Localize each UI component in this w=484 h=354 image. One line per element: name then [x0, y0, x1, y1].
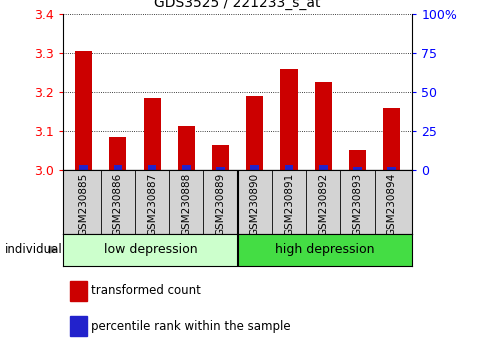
Text: individual: individual	[5, 243, 62, 256]
Bar	[382, 108, 399, 170]
Text: GSM230887: GSM230887	[147, 173, 157, 236]
Bar	[280, 69, 297, 170]
Bar	[212, 145, 228, 170]
Text: GSM230892: GSM230892	[318, 173, 328, 236]
Text: low depression: low depression	[103, 243, 197, 256]
Bar	[318, 165, 327, 170]
Bar	[216, 167, 225, 170]
Bar	[143, 98, 160, 170]
Bar	[63, 234, 237, 266]
Bar	[237, 234, 411, 266]
Text: percentile rank within the sample: percentile rank within the sample	[91, 320, 290, 333]
Bar	[387, 167, 395, 170]
Text: GSM230886: GSM230886	[113, 173, 122, 236]
Bar	[284, 165, 293, 170]
Bar	[70, 281, 87, 301]
Bar	[113, 165, 122, 170]
Bar	[182, 165, 190, 170]
Bar	[70, 316, 87, 336]
Text: GSM230885: GSM230885	[78, 173, 89, 236]
Text: GSM230893: GSM230893	[352, 173, 362, 236]
Text: GSM230894: GSM230894	[386, 173, 396, 236]
Bar	[246, 96, 263, 170]
Text: high depression: high depression	[274, 243, 374, 256]
Bar	[79, 165, 88, 170]
Text: transformed count: transformed count	[91, 285, 200, 297]
Bar	[314, 82, 331, 170]
Bar	[352, 167, 361, 170]
Text: GSM230890: GSM230890	[249, 173, 259, 236]
Title: GDS3525 / 221233_s_at: GDS3525 / 221233_s_at	[154, 0, 320, 10]
Text: GSM230889: GSM230889	[215, 173, 225, 236]
Bar	[177, 126, 195, 170]
Bar	[148, 165, 156, 170]
Bar	[250, 165, 258, 170]
Text: GSM230891: GSM230891	[284, 173, 293, 236]
Bar	[109, 137, 126, 170]
Bar	[348, 150, 365, 170]
Bar	[75, 51, 92, 170]
Text: GSM230888: GSM230888	[181, 173, 191, 236]
